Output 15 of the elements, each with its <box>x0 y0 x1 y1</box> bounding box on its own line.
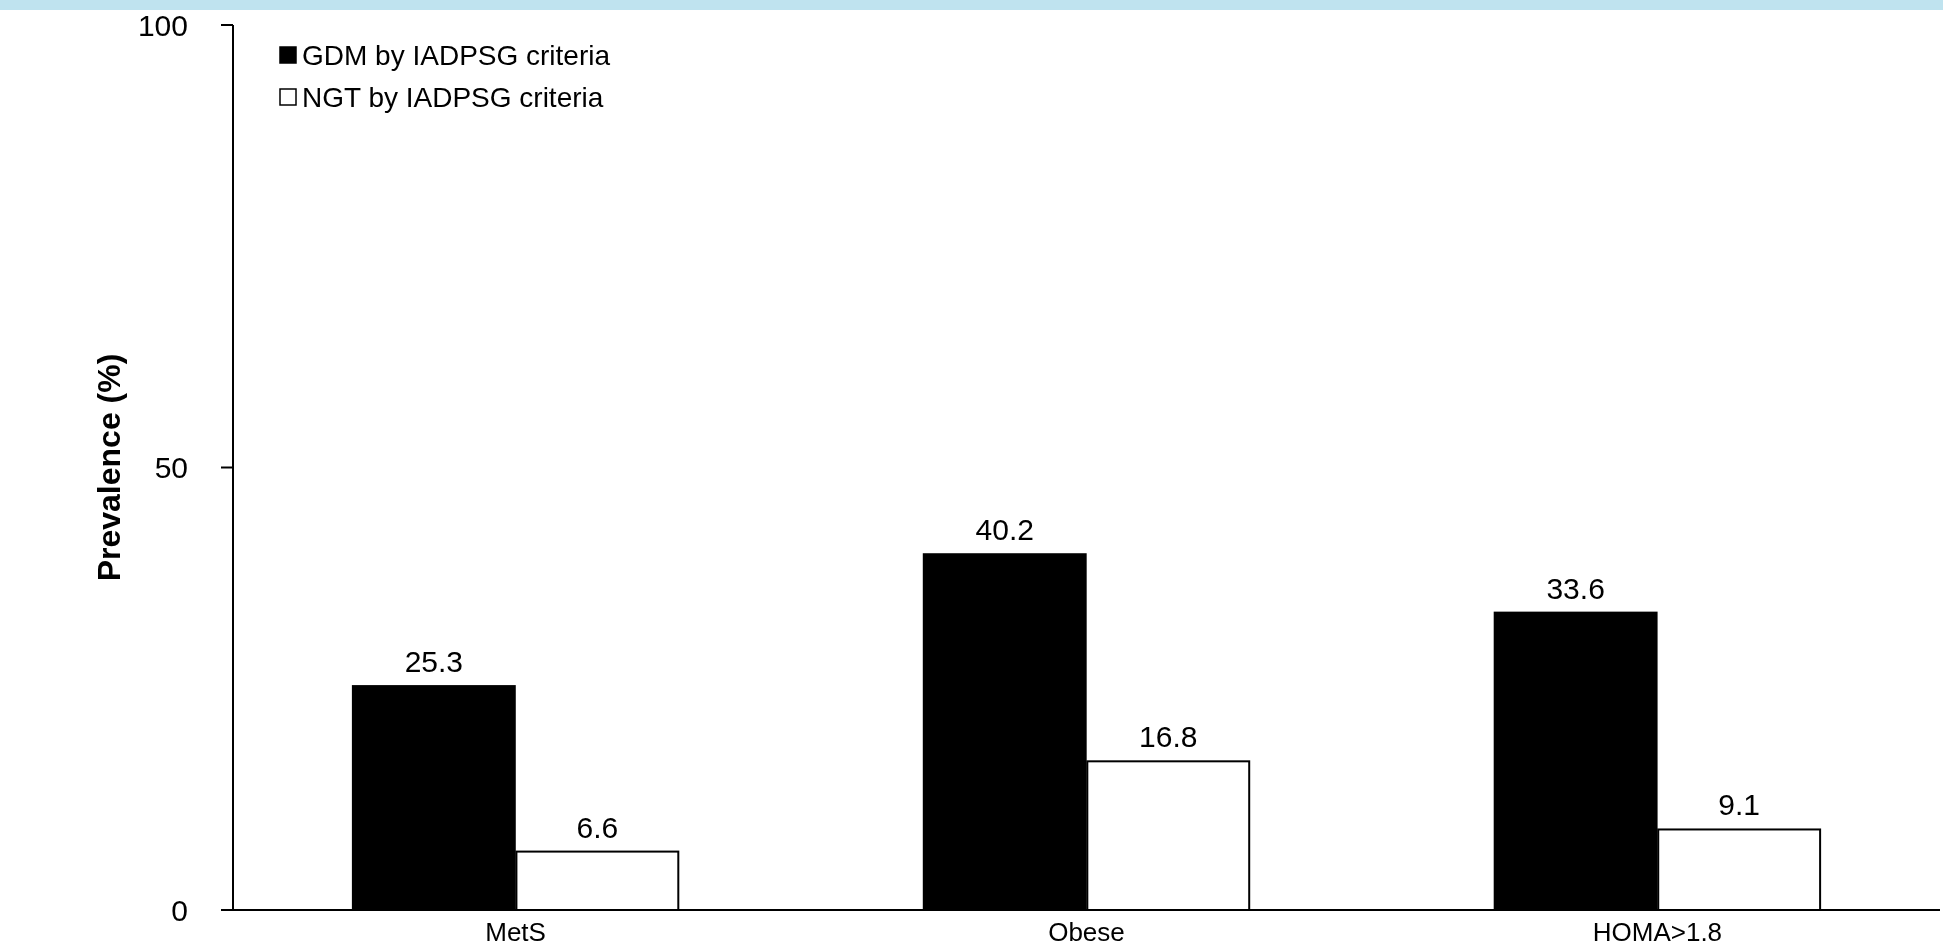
y-tick-label: 0 <box>171 893 188 927</box>
data-label: 9.1 <box>1718 788 1761 822</box>
legend-label: GDM by IADPSG criteria <box>302 39 611 71</box>
x-tick-label: MetS <box>485 917 546 948</box>
data-label: 6.6 <box>576 810 619 844</box>
data-label: 40.2 <box>975 513 1034 547</box>
x-tick-label: Obese <box>1048 917 1125 948</box>
data-label: 16.8 <box>1139 720 1198 754</box>
legend-label: NGT by IADPSG criteria <box>302 81 604 113</box>
data-label: 33.6 <box>1546 571 1605 605</box>
y-tick-label: 50 <box>154 451 188 484</box>
y-tick-label: 100 <box>137 8 188 42</box>
data-label: 25.3 <box>404 645 464 679</box>
y-axis-title: Prevalence (%) <box>91 353 127 582</box>
x-tick-label: HOMA>1.8 <box>1592 917 1723 948</box>
